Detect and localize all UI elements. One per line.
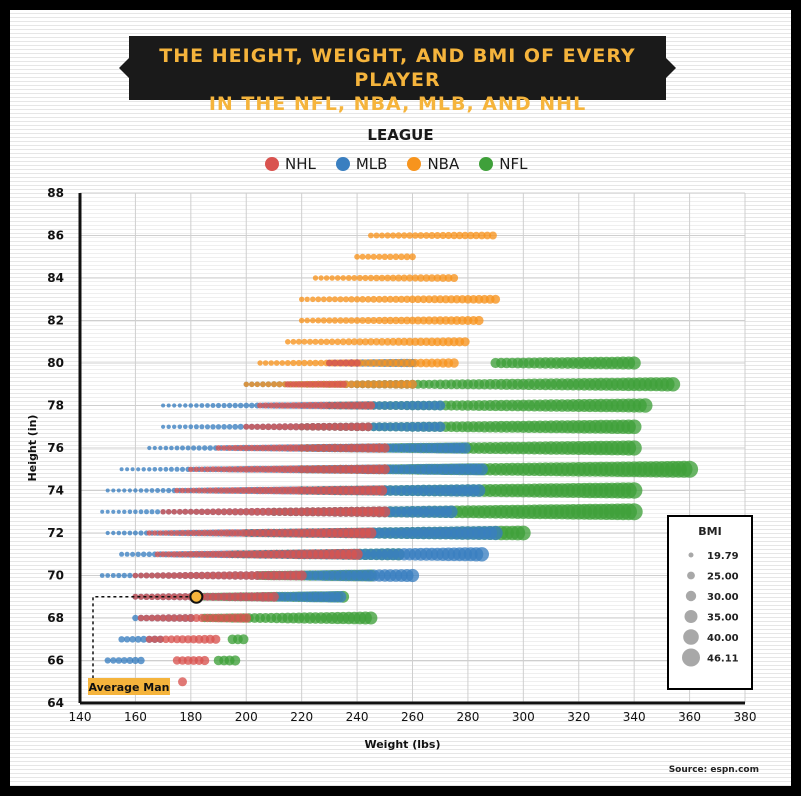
legend-item-nba: NBA	[407, 155, 459, 173]
bmi-legend-circle	[682, 648, 700, 667]
bmi-legend-circle	[685, 590, 697, 602]
chart-title: THE HEIGHT, WEIGHT, AND BMI OF EVERY PLA…	[159, 45, 636, 115]
source-note: Source: espn.com	[668, 765, 759, 775]
legend-label-nhl: NHL	[285, 155, 316, 173]
bmi-legend-circle	[688, 552, 694, 558]
legend-label-nba: NBA	[427, 155, 460, 173]
legend-item-mlb: MLB	[335, 155, 388, 173]
bmi-legend-value: 35.00	[707, 613, 739, 624]
bmi-legend: BMI 19.79 25.00 30.00 35.00 40.00 46.11	[667, 515, 753, 690]
legend-dot-nhl	[265, 157, 279, 171]
legend-item-nhl: NHL	[265, 155, 316, 173]
bmi-legend-value: 30.00	[707, 592, 739, 603]
bmi-legend-circle	[687, 571, 695, 580]
bmi-legend-value: 40.00	[707, 633, 739, 644]
legend-item-nfl: NFL	[479, 155, 527, 173]
legend-dot-nfl	[479, 157, 494, 171]
bmi-legend-value: 19.79	[707, 551, 739, 562]
legend-dot-mlb	[335, 157, 350, 171]
legend-dot-nba	[407, 157, 422, 171]
league-legend: NHL MLB NBA NFL	[265, 152, 527, 176]
legend-label-mlb: MLB	[355, 155, 388, 173]
title-notch-left	[119, 58, 129, 78]
bmi-legend-title: BMI	[698, 525, 722, 538]
bmi-legend-circle	[683, 629, 699, 645]
bmi-legend-value: 46.11	[707, 654, 739, 665]
bmi-legend-circle	[684, 610, 698, 623]
bmi-legend-items: 19.79 25.00 30.00 35.00 40.00 46.11	[682, 551, 739, 667]
title-banner: THE HEIGHT, WEIGHT, AND BMI OF EVERY PLA…	[119, 36, 676, 115]
legend-label-nfl: NFL	[499, 155, 528, 173]
legend-title: LEAGUE	[367, 126, 434, 144]
title-notch-right	[666, 58, 676, 78]
bmi-legend-value: 25.00	[707, 572, 739, 583]
